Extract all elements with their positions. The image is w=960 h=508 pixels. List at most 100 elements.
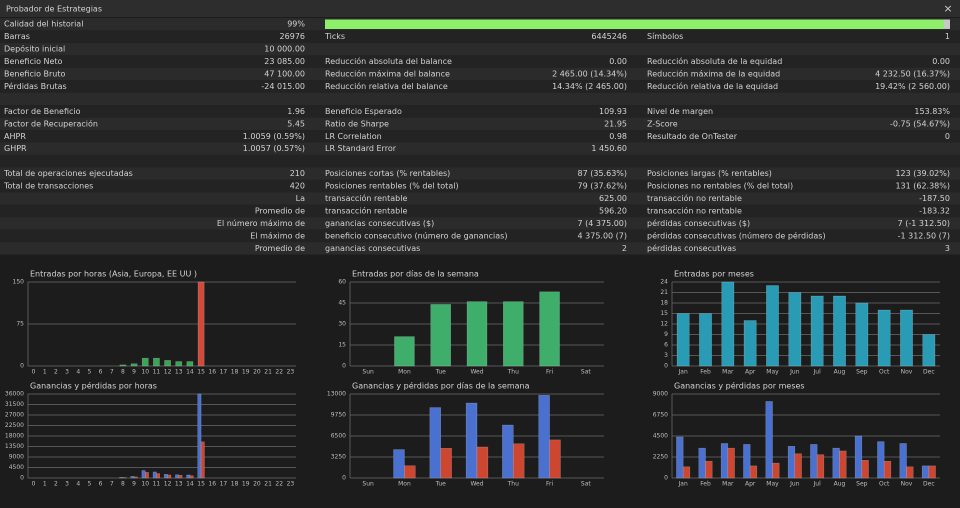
x-tick-label: 11 [153, 369, 161, 376]
row-value: 2 [622, 244, 627, 253]
title-bar [0, 0, 960, 17]
x-tick-label: Feb [700, 481, 711, 488]
row-value: 0 [945, 132, 950, 141]
charts: Entradas por horas (Asia, Europa, EE UU … [5, 270, 940, 488]
row-stripe [0, 105, 960, 118]
row-stripe [0, 55, 960, 68]
bar [721, 281, 735, 367]
row-label: ganancias consecutivas [325, 244, 420, 253]
x-tick-label: 10 [141, 369, 149, 376]
x-tick-label: 5 [88, 369, 92, 376]
x-tick-label: 15 [197, 369, 205, 376]
bar [200, 441, 205, 479]
x-tick-label: 17 [220, 369, 228, 376]
y-tick-label: 75 [16, 321, 24, 328]
y-tick-label: 15 [660, 310, 668, 317]
x-tick-label: Mon [398, 481, 411, 488]
x-tick-label: 8 [121, 369, 125, 376]
row-value: 23 085.00 [264, 57, 305, 66]
x-tick-label: 4 [76, 481, 80, 488]
bar [698, 447, 706, 479]
row-label: El número máximo de [217, 219, 305, 228]
bar [393, 449, 405, 479]
bar [130, 476, 135, 479]
x-tick-label: 1 [43, 369, 47, 376]
row-stripe [0, 130, 960, 143]
y-tick-label: 12 [660, 321, 668, 328]
bar [186, 361, 194, 367]
bar [854, 435, 863, 479]
x-tick-label: 6 [99, 369, 103, 376]
row-value: 19.42% (2 560.00) [875, 82, 950, 91]
quality-bar [325, 19, 944, 29]
y-tick-label: 45 [338, 300, 346, 307]
row-label: Reducción relativa del balance [325, 81, 448, 91]
x-tick-label: 7 [110, 369, 114, 376]
row-stripe [0, 154, 960, 168]
y-tick-label: 13500 [5, 443, 24, 450]
window-title: Probador de Estrategias [6, 5, 102, 14]
bar [119, 364, 127, 367]
bar [178, 474, 183, 479]
bar [766, 285, 779, 367]
bar [727, 447, 735, 479]
row-value: 3 [945, 244, 950, 253]
y-tick-label: 4500 [9, 464, 24, 471]
x-tick-label: Mar [722, 481, 734, 488]
bar [465, 402, 478, 479]
row-label: transacción no rentable [647, 193, 742, 203]
y-tick-label: 6500 [331, 433, 346, 440]
x-tick-label: Apr [745, 369, 756, 376]
row-value: 625.00 [599, 194, 627, 203]
x-tick-label: Mon [398, 369, 411, 376]
y-tick-label: 13000 [327, 391, 346, 398]
bar [130, 363, 138, 367]
row-value: 1 [945, 32, 950, 41]
row-value: 0.00 [609, 57, 627, 66]
close-button[interactable]: × [943, 2, 952, 15]
bar [404, 465, 416, 479]
y-tick-label: 3250 [331, 454, 346, 461]
x-tick-label: 2 [54, 481, 58, 488]
bar [167, 474, 172, 479]
x-tick-label: 21 [264, 481, 272, 488]
chart-title: Ganancias y pérdidas por horas [30, 381, 157, 391]
y-tick-label: 9 [664, 331, 668, 338]
y-tick-label: 0 [664, 363, 668, 370]
x-tick-label: Feb [700, 369, 711, 376]
y-tick-label: 27000 [5, 412, 24, 419]
bar [900, 309, 913, 367]
bar [429, 407, 441, 479]
row-label: Ticks [324, 32, 345, 41]
row-label: Resultado de OnTester [647, 132, 738, 141]
row-label: Reducción absoluta del balance [325, 56, 452, 66]
row-stripe [0, 192, 960, 205]
x-tick-label: Jun [789, 481, 800, 488]
row-value: 123 (39.02%) [895, 169, 950, 178]
x-tick-label: 14 [186, 481, 194, 488]
chart-title: Ganancias y pérdidas por días de la sema… [352, 381, 530, 391]
x-tick-label: 3 [65, 369, 69, 376]
row-label: Beneficio Neto [4, 57, 63, 66]
row-label: AHPR [4, 132, 26, 141]
bar [513, 443, 525, 479]
bar [772, 462, 780, 479]
row-label: Reducción máxima del balance [325, 69, 450, 79]
x-tick-label: Sat [581, 369, 591, 376]
bar [877, 309, 891, 367]
row-label: Posiciones no rentables (% del total) [647, 182, 793, 191]
x-tick-label: Jul [813, 481, 822, 488]
bar [921, 465, 930, 479]
stats-table: Calidad del historial 99% Barras 26976 Ticks… [0, 18, 960, 255]
row-stripe [0, 242, 960, 255]
row-label: Posiciones cortas (% rentables) [325, 169, 450, 178]
row-label: Depósito inicial [4, 44, 65, 54]
bar [119, 477, 124, 479]
x-tick-label: Tue [435, 481, 447, 488]
bar [430, 304, 451, 367]
x-tick-label: 7 [110, 481, 114, 488]
bar [922, 334, 936, 367]
row-value: 7 (-1 312.50) [898, 219, 950, 228]
bar [788, 292, 802, 367]
y-tick-label: 22500 [5, 422, 24, 429]
